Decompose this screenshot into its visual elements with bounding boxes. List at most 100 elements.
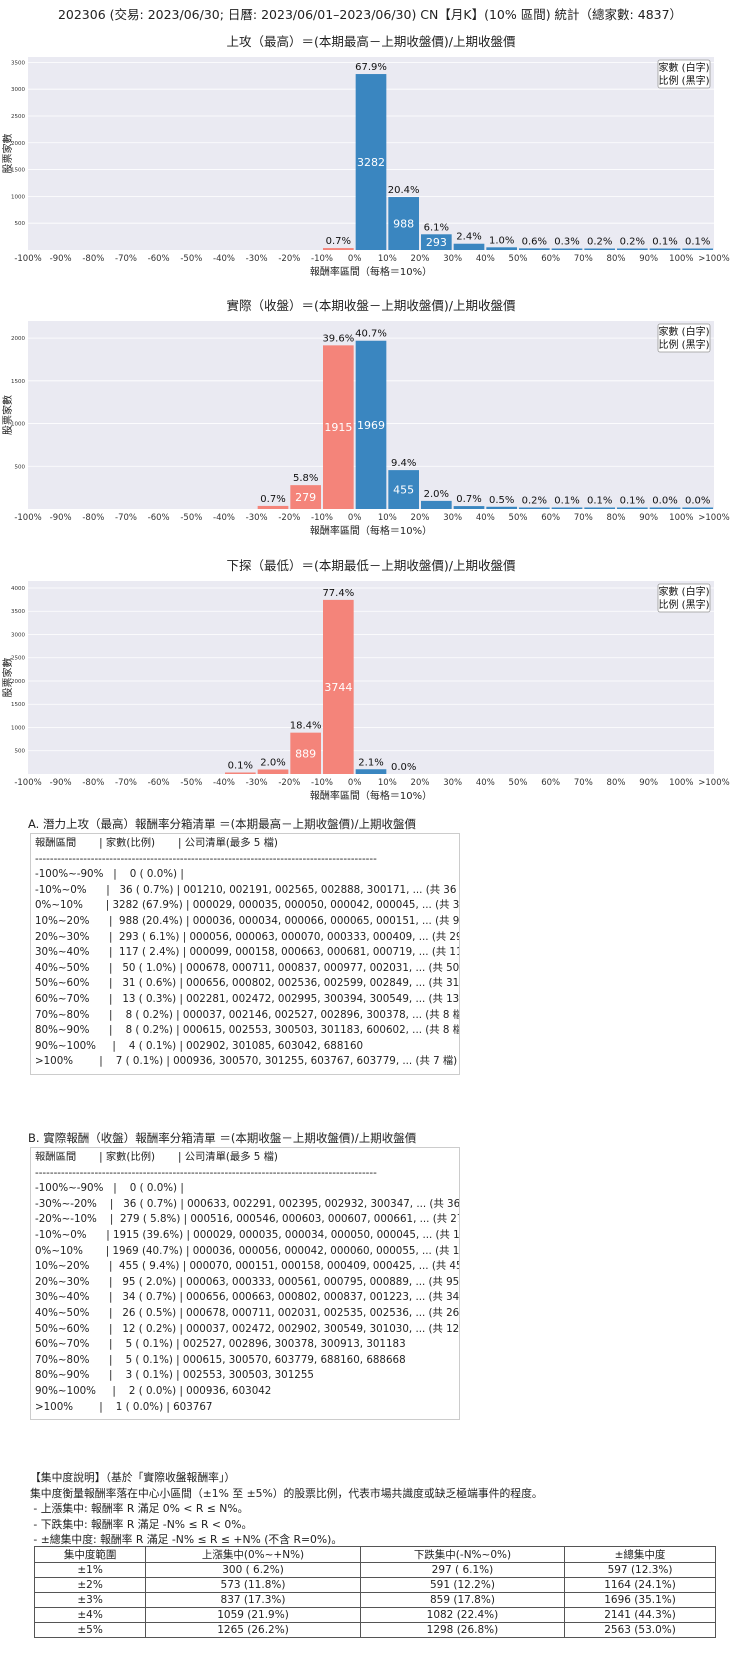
chart-title: 下探（最低）＝(本期最低－上期收盤價)/上期收盤價 — [227, 558, 516, 573]
x-tick-label: -30% — [246, 778, 268, 788]
bar-count-label: 889 — [295, 747, 316, 760]
bar-percent-label: 2.4% — [456, 232, 481, 243]
bar--30%~-20% — [257, 505, 289, 509]
bar-percent-label: 2.1% — [358, 757, 383, 768]
y-tick-label: 500 — [15, 749, 26, 755]
concentration-table: 集中度範圍 上漲集中(0%~+N%) 下跌集中(-N%~0%) ±總集中度 ±1% 30… — [33, 1546, 716, 1638]
bar->100% — [682, 507, 713, 509]
x-tick-label: 30% — [443, 254, 462, 264]
x-tick-label: 20% — [411, 254, 430, 264]
bar-80%~90% — [617, 248, 648, 250]
x-tick-label: 100% — [669, 513, 693, 523]
list-item: >100% | 7 ( 0.1%) | 000936, 300570, 3012… — [35, 1055, 458, 1068]
table-cell: ±5% — [33, 1622, 147, 1638]
x-tick-label: 0% — [348, 513, 362, 523]
bar-percent-label: 18.4% — [290, 721, 322, 732]
bar-percent-label: 0.1% — [685, 237, 710, 248]
bar-percent-label: 5.8% — [293, 473, 318, 484]
bar-percent-label: 0.7% — [260, 494, 285, 505]
x-tick-label: -100% — [14, 778, 41, 788]
bar--10%~0% — [323, 599, 354, 774]
list-separator: ----------------------------------------… — [35, 852, 377, 865]
x-tick-label: 60% — [541, 513, 560, 523]
table-row: ±2% 573 (11.8%) 591 (12.2%) 1164 (24.1%) — [33, 1577, 716, 1593]
bar-percent-label: 0.2% — [522, 496, 547, 507]
x-tick-label: -90% — [50, 778, 72, 788]
table-cell: 859 (17.8%) — [359, 1592, 566, 1608]
y-tick-label: 500 — [15, 221, 26, 227]
legend-box — [657, 583, 711, 613]
x-tick-label: 40% — [476, 778, 495, 788]
x-tick-label: 60% — [541, 254, 560, 264]
legend-count: 家數 (白字) — [659, 585, 710, 598]
legend-count: 家數 (白字) — [659, 61, 710, 74]
list-item: 60%~70% | 5 ( 0.1%) | 002527, 002896, 30… — [35, 1338, 406, 1351]
x-tick-label: -60% — [148, 513, 170, 523]
list-item: >100% | 1 ( 0.0%) | 603767 — [35, 1400, 213, 1413]
legend-ratio: 比例 (黑字) — [659, 598, 710, 611]
x-tick-label: -60% — [148, 254, 170, 264]
bar-40%~50% — [486, 506, 517, 509]
bar--10%~0% — [323, 248, 354, 250]
x-tick-label: 10% — [378, 513, 397, 523]
list-item: 50%~60% | 31 ( 0.6%) | 000656, 000802, 0… — [35, 977, 459, 990]
list-b-title: B. 實際報酬（收盤）報酬率分箱清單 ＝(本期收盤－上期收盤價)/上期收盤價 — [28, 1131, 417, 1145]
list-item: 20%~30% | 95 ( 2.0%) | 000063, 000333, 0… — [35, 1275, 459, 1288]
table-cell: ±4% — [33, 1607, 147, 1623]
list-item: 10%~20% | 988 (20.4%) | 000036, 000034, … — [35, 914, 459, 927]
x-tick-label: 80% — [607, 513, 626, 523]
bar-percent-label: 0.1% — [587, 496, 612, 507]
x-tick-label: 70% — [574, 254, 593, 264]
x-tick-label: -80% — [82, 254, 104, 264]
bar-90%~100% — [649, 507, 681, 509]
x-tick-label: -90% — [50, 254, 72, 264]
x-tick-label: -70% — [115, 513, 137, 523]
x-tick-label: -70% — [115, 778, 137, 788]
bar-40%~50% — [486, 247, 517, 250]
x-tick-label: 60% — [541, 778, 560, 788]
y-tick-label: 2500 — [11, 114, 25, 120]
bar-percent-label: 39.6% — [322, 333, 354, 344]
bar-percent-label: 0.2% — [587, 237, 612, 248]
bar-50%~60% — [519, 507, 550, 509]
bar-50%~60% — [519, 248, 550, 250]
table-header-cell: ±總集中度 — [564, 1546, 716, 1563]
y-tick-label: 1500 — [11, 702, 25, 708]
list-a-title: A. 潛力上攻（最高）報酬率分箱清單 ＝(本期最高－上期收盤價)/上期收盤價 — [28, 817, 416, 831]
legend-count: 家數 (白字) — [659, 325, 710, 338]
concentration-notes: 【集中度說明】（基於「實際收盤報酬率」） 集中度衡量報酬率落在中心小區間（±1% … — [30, 1470, 730, 1548]
y-tick-label: 2500 — [11, 656, 25, 662]
x-tick-label: -50% — [180, 513, 202, 523]
bar-count-label: 455 — [393, 484, 414, 497]
y-tick-label: 1000 — [11, 194, 25, 200]
chart-title: 上攻（最高）＝(本期最高－上期收盤價)/上期收盤價 — [227, 34, 516, 49]
bar-10%~20% — [388, 197, 419, 250]
x-tick-label: -100% — [14, 513, 41, 523]
x-tick-label: 100% — [669, 778, 693, 788]
x-tick-label: -40% — [213, 513, 235, 523]
y-tick-label: 500 — [15, 464, 26, 470]
x-tick-label: 20% — [411, 778, 430, 788]
x-tick-label: 30% — [443, 513, 462, 523]
plot-area — [28, 581, 714, 774]
list-item: -100%~-90% | 0 ( 0.0%) | — [35, 868, 184, 881]
x-tick-label: 70% — [574, 513, 593, 523]
y-tick-label: 2000 — [11, 679, 25, 685]
list-item: 60%~70% | 13 ( 0.3%) | 002281, 002472, 0… — [35, 992, 459, 1005]
bar-percent-label: 20.4% — [388, 185, 420, 196]
list-item: 40%~50% | 26 ( 0.5%) | 000678, 000711, 0… — [35, 1306, 459, 1319]
y-tick-label: 1000 — [11, 422, 25, 428]
table-header-cell: 上漲集中(0%~+N%) — [145, 1546, 361, 1563]
x-tick-label: -90% — [50, 513, 72, 523]
table-header-cell: 集中度範圍 — [33, 1546, 147, 1563]
list-item: 80%~90% | 3 ( 0.1%) | 002553, 300503, 30… — [35, 1369, 314, 1382]
table-cell: 1265 (26.2%) — [145, 1622, 361, 1638]
concentration-table-header: 集中度範圍 上漲集中(0%~+N%) 下跌集中(-N%~0%) ±總集中度 — [33, 1546, 716, 1563]
bar--30%~-20% — [257, 769, 289, 774]
chart-downside: 下探（最低）＝(本期最低－上期收盤價)/上期收盤價 500 1000 1500 2000… — [1, 558, 730, 802]
list-item: 10%~20% | 455 ( 9.4%) | 000070, 000151, … — [35, 1260, 459, 1273]
bar-80%~90% — [617, 507, 648, 509]
y-tick-label: 3000 — [11, 632, 25, 638]
concentration-line: 【集中度說明】（基於「實際收盤報酬率」） — [30, 1471, 236, 1484]
bar-70%~80% — [584, 248, 615, 250]
